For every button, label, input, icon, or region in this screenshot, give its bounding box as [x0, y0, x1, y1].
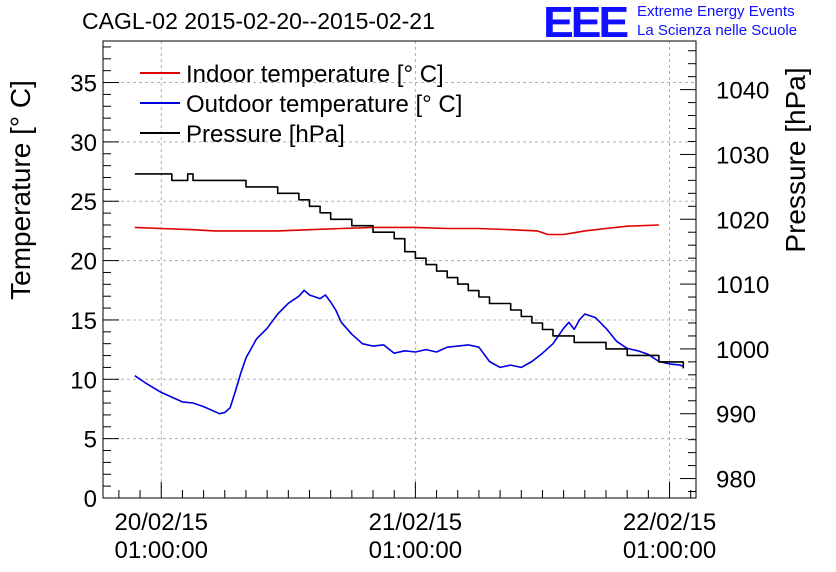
legend-label: Indoor temperature [° C]	[186, 61, 444, 88]
indoor-temperature-line	[134, 224, 659, 236]
y2-tick-label: 1040	[716, 78, 769, 105]
legend: Indoor temperature [° C] Outdoor temperat…	[140, 61, 462, 148]
x-tick-label-date: 20/02/15	[115, 509, 208, 536]
legend-label: Pressure [hPa]	[186, 121, 345, 148]
eee-logo: EEE	[543, 0, 629, 47]
y-tick-label: 10	[70, 367, 97, 394]
plot-frame	[102, 40, 697, 499]
y-tick-label: 5	[84, 427, 97, 454]
y-axis-label: Temperature [° C]	[5, 80, 36, 300]
org-name-line1: Extreme Energy Events	[637, 3, 795, 20]
x-tick-label-time: 01:00:00	[115, 537, 208, 564]
y-tick-label: 0	[84, 486, 97, 513]
org-name-line2: La Scienza nelle Scuole	[637, 22, 798, 39]
x-tick-label-time: 01:00:00	[623, 537, 716, 564]
pressure-line	[134, 173, 685, 369]
y-tick-label: 25	[70, 189, 97, 216]
y2-tick-label: 1020	[716, 207, 769, 234]
outdoor-temperature-line	[134, 289, 684, 415]
grid	[103, 41, 696, 498]
y2-tick-label: 1010	[716, 272, 769, 299]
y2-tick-label: 980	[716, 467, 756, 494]
legend-label: Outdoor temperature [° C]	[186, 91, 462, 118]
chart-title: CAGL-02 2015-02-20--2015-02-21	[82, 8, 435, 34]
x-tick-label-time: 01:00:00	[369, 537, 462, 564]
y2-tick-label: 990	[716, 402, 756, 429]
y-tick-label: 35	[70, 71, 97, 98]
y-tick-label: 20	[70, 249, 97, 276]
x-tick-label-date: 22/02/15	[623, 509, 716, 536]
y2-tick-label: 1000	[716, 337, 769, 364]
x-tick-label-date: 21/02/15	[369, 509, 462, 536]
y2-axis-label: Pressure [hPa]	[780, 67, 811, 252]
y2-tick-label: 1030	[716, 142, 769, 169]
axes: 0 5 10 15 20 25 30 35 980 990 1000 1010 1020 1030 1040…	[70, 46, 769, 564]
series-layer	[134, 173, 685, 415]
y-tick-label: 15	[70, 308, 97, 335]
y-tick-label: 30	[70, 130, 97, 157]
